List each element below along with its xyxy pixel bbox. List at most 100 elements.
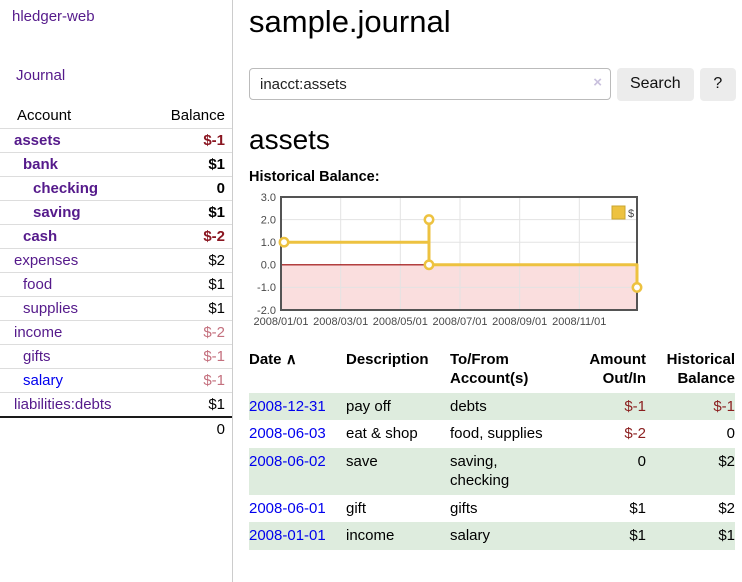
register-row: 2008-12-31 pay off debts $-1 $-1 bbox=[249, 392, 735, 421]
transaction-balance: $2 bbox=[718, 452, 735, 470]
transaction-balance: $-1 bbox=[713, 397, 735, 415]
svg-text:2008/05/01: 2008/05/01 bbox=[373, 316, 428, 328]
chart-title: Historical Balance: bbox=[249, 168, 380, 185]
account-link-saving[interactable]: saving bbox=[33, 204, 81, 221]
accounts-tree: Account Balance assets $-1 bank $1 check… bbox=[0, 104, 232, 441]
account-link-salary[interactable]: salary bbox=[23, 372, 64, 389]
accounts-total-row: 0 bbox=[0, 416, 232, 441]
transaction-description: eat & shop bbox=[346, 425, 418, 443]
help-button[interactable]: ? bbox=[699, 67, 736, 101]
account-row: income $-2 bbox=[0, 320, 232, 344]
account-link-supplies[interactable]: supplies bbox=[23, 300, 79, 317]
account-heading: assets bbox=[249, 123, 330, 155]
transaction-amount: $-2 bbox=[624, 425, 646, 443]
transaction-date-link[interactable]: 2008-12-31 bbox=[249, 397, 326, 415]
y-axis-labels: 3.0 2.0 1.0 0.0 -1.0 -2.0 bbox=[257, 192, 276, 317]
accounts-header: Account Balance bbox=[0, 104, 232, 128]
sidebar: hledger-web Journal Account Balance asse… bbox=[0, 0, 233, 582]
account-row: supplies $1 bbox=[0, 296, 232, 320]
svg-text:2008/01/01: 2008/01/01 bbox=[253, 316, 308, 328]
account-link-checking[interactable]: checking bbox=[33, 180, 99, 197]
account-link-bank[interactable]: bank bbox=[23, 156, 59, 173]
search-input[interactable] bbox=[249, 68, 611, 101]
svg-text:-1.0: -1.0 bbox=[257, 282, 276, 294]
header-balance: Historical Balance bbox=[666, 350, 735, 388]
account-balance: $1 bbox=[208, 156, 225, 173]
transaction-description: gift bbox=[346, 499, 367, 517]
account-row: food $1 bbox=[0, 272, 232, 296]
transaction-date-link[interactable]: 2008-06-01 bbox=[249, 499, 326, 517]
account-balance: $2 bbox=[208, 252, 225, 269]
main-content: sample.journal × Search ? assets Histori… bbox=[249, 0, 736, 550]
transaction-accounts: food, supplies bbox=[450, 425, 543, 443]
register-table: Date ∧ Description To/From Account(s) Am… bbox=[249, 348, 735, 550]
transaction-date-link[interactable]: 2008-06-02 bbox=[249, 452, 326, 470]
account-link-gifts[interactable]: gifts bbox=[23, 348, 51, 365]
register-row: 2008-06-01 gift gifts $1 $2 bbox=[249, 495, 735, 523]
account-balance: $1 bbox=[208, 204, 225, 221]
account-link-liabilities-debts[interactable]: liabilities:debts bbox=[14, 396, 112, 413]
balance-line bbox=[284, 217, 639, 288]
account-link-assets[interactable]: assets bbox=[14, 132, 61, 149]
transaction-description: income bbox=[346, 527, 395, 545]
account-balance: $-2 bbox=[203, 228, 225, 245]
register-row: 2008-01-01 income salary $1 $1 bbox=[249, 522, 735, 550]
account-row: gifts $-1 bbox=[0, 344, 232, 368]
clear-search-icon[interactable]: × bbox=[593, 74, 602, 92]
account-row: expenses $2 bbox=[0, 248, 232, 272]
sidebar-item-journal[interactable]: Journal bbox=[16, 67, 66, 84]
accounts-header-balance: Balance bbox=[170, 107, 225, 124]
svg-text:-2.0: -2.0 bbox=[257, 304, 276, 316]
transaction-accounts: gifts bbox=[450, 499, 478, 517]
account-balance: $1 bbox=[208, 300, 225, 317]
chart-legend: $ bbox=[611, 205, 634, 220]
account-link-expenses[interactable]: expenses bbox=[14, 252, 79, 269]
sort-asc-icon: ∧ bbox=[285, 350, 297, 368]
transaction-balance: $2 bbox=[718, 499, 735, 517]
register-row: 2008-06-03 eat & shop food, supplies $-2… bbox=[249, 420, 735, 448]
header-date[interactable]: Date ∧ bbox=[249, 350, 297, 368]
account-row: cash $-2 bbox=[0, 224, 232, 248]
svg-text:2008/09/01: 2008/09/01 bbox=[492, 316, 547, 328]
account-balance: $-1 bbox=[203, 132, 225, 149]
transaction-accounts: salary bbox=[450, 527, 491, 545]
transaction-balance: 0 bbox=[726, 425, 735, 443]
account-row: bank $1 bbox=[0, 152, 232, 176]
account-row: saving $1 bbox=[0, 200, 232, 224]
svg-text:2008/07/01: 2008/07/01 bbox=[432, 316, 487, 328]
transaction-amount: 0 bbox=[637, 452, 646, 470]
transaction-balance: $1 bbox=[718, 527, 735, 545]
transaction-date-link[interactable]: 2008-01-01 bbox=[249, 527, 326, 545]
transaction-date-link[interactable]: 2008-06-03 bbox=[249, 425, 326, 443]
account-link-food[interactable]: food bbox=[23, 276, 53, 293]
account-row: liabilities:debts $1 bbox=[0, 392, 232, 416]
transaction-amount: $1 bbox=[629, 527, 646, 545]
account-link-income[interactable]: income bbox=[14, 324, 63, 341]
svg-text:3.0: 3.0 bbox=[261, 192, 276, 204]
data-point-markers bbox=[278, 213, 643, 293]
account-balance: $-2 bbox=[203, 324, 225, 341]
transaction-description: save bbox=[346, 452, 378, 470]
account-balance: $-1 bbox=[203, 372, 225, 389]
legend-label: $ bbox=[628, 208, 634, 220]
svg-text:2008/03/01: 2008/03/01 bbox=[313, 316, 368, 328]
account-balance: $1 bbox=[208, 276, 225, 293]
accounts-header-account: Account bbox=[17, 107, 72, 124]
page-title: sample.journal bbox=[249, 4, 451, 39]
transaction-accounts: debts bbox=[450, 397, 487, 415]
search-form: × Search ? bbox=[249, 67, 736, 101]
transaction-accounts: saving, checking bbox=[450, 452, 510, 490]
register-row: 2008-06-02 save saving, checking 0 $2 bbox=[249, 447, 735, 495]
account-row: assets $-1 bbox=[0, 128, 232, 152]
account-link-cash[interactable]: cash bbox=[23, 228, 58, 245]
x-axis-labels: 2008/01/01 2008/03/01 2008/05/01 2008/07… bbox=[253, 316, 606, 328]
brand-link[interactable]: hledger-web bbox=[12, 8, 95, 25]
account-balance: 0 bbox=[216, 180, 225, 197]
svg-text:2.0: 2.0 bbox=[261, 214, 276, 226]
register-header-row: Date ∧ Description To/From Account(s) Am… bbox=[249, 348, 735, 393]
historical-balance-chart: $ 3.0 2.0 1.0 0.0 -1.0 -2.0 2008/01/01 2… bbox=[253, 192, 643, 328]
search-button[interactable]: Search bbox=[617, 67, 694, 101]
account-row: checking 0 bbox=[0, 176, 232, 200]
header-accounts: To/From Account(s) bbox=[450, 350, 529, 388]
plot-border bbox=[280, 195, 638, 311]
